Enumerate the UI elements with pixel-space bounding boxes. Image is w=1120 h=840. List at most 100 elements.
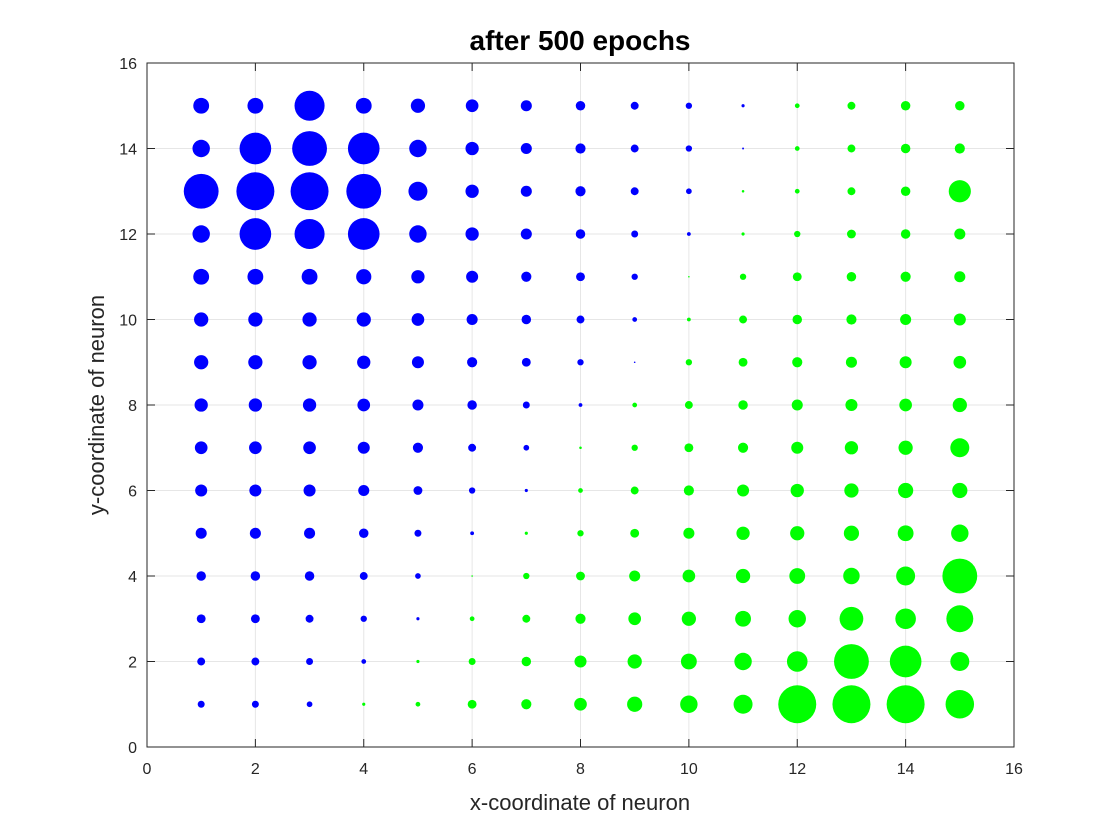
- neuron-point: [844, 441, 859, 455]
- neuron-point: [742, 147, 745, 150]
- neuron-point: [845, 356, 857, 368]
- neuron-point: [900, 186, 911, 196]
- neuron-point: [415, 573, 421, 579]
- neuron-point: [520, 100, 532, 112]
- neuron-point: [632, 317, 638, 322]
- neuron-point: [471, 575, 473, 577]
- x-tick-label: 4: [359, 761, 368, 778]
- neuron-point: [294, 90, 325, 121]
- neuron-point: [628, 612, 642, 626]
- neuron-point: [465, 141, 479, 156]
- neuron-point: [948, 180, 971, 203]
- neuron-point: [523, 444, 530, 451]
- neuron-point: [630, 486, 639, 495]
- neuron-point: [900, 271, 911, 282]
- neuron-point: [899, 398, 912, 412]
- neuron-point: [467, 357, 478, 368]
- neuron-point: [347, 218, 380, 250]
- neuron-point: [683, 485, 694, 496]
- neuron-point: [416, 617, 420, 621]
- data-points: [183, 90, 978, 724]
- y-tick-label: 12: [119, 227, 137, 244]
- x-tick-label: 8: [576, 761, 585, 778]
- neuron-point: [955, 101, 965, 111]
- x-tick-label: 10: [680, 761, 698, 778]
- neuron-point: [239, 218, 272, 250]
- neuron-point: [357, 398, 371, 412]
- neuron-point: [778, 685, 817, 724]
- neuron-point: [468, 487, 476, 494]
- y-axis-label: y-coordinate of neuron: [84, 295, 109, 515]
- neuron-point: [305, 614, 314, 623]
- neuron-point: [684, 443, 694, 453]
- neuron-point: [630, 187, 639, 196]
- neuron-point: [193, 97, 210, 114]
- neuron-point: [251, 657, 260, 666]
- y-tick-label: 16: [119, 56, 137, 73]
- neuron-point: [680, 653, 697, 670]
- neuron-point: [303, 484, 316, 497]
- x-tick-label: 0: [143, 761, 152, 778]
- neuron-point: [524, 488, 528, 493]
- neuron-point: [734, 652, 752, 671]
- neuron-point: [847, 144, 856, 153]
- neuron-point: [737, 442, 749, 453]
- neuron-point: [576, 315, 585, 324]
- neuron-point: [575, 613, 586, 624]
- neuron-point: [521, 656, 532, 667]
- neuron-point: [469, 616, 475, 622]
- neuron-point: [357, 355, 371, 369]
- neuron-point: [954, 271, 966, 283]
- neuron-point: [193, 268, 210, 285]
- neuron-point: [954, 143, 965, 154]
- neuron-point: [846, 272, 857, 282]
- y-tick-label: 10: [119, 313, 137, 330]
- neuron-point: [194, 355, 209, 370]
- neuron-point: [359, 528, 369, 538]
- neuron-point: [361, 659, 367, 664]
- neuron-point: [304, 527, 316, 539]
- neuron-point: [630, 528, 640, 538]
- neuron-point: [741, 232, 745, 236]
- neuron-point: [302, 355, 317, 370]
- neuron-point: [735, 568, 751, 584]
- neuron-point: [684, 401, 693, 409]
- neuron-point: [576, 272, 585, 282]
- neuron-point: [900, 101, 911, 111]
- x-tick-label: 2: [251, 761, 260, 778]
- neuron-point: [414, 529, 422, 537]
- neuron-point: [239, 132, 272, 165]
- neuron-point: [465, 184, 479, 198]
- neuron-point: [794, 188, 800, 194]
- neuron-point: [416, 659, 420, 664]
- neuron-point: [347, 132, 380, 165]
- neuron-point: [249, 484, 262, 497]
- neuron-point: [686, 232, 691, 236]
- neuron-point: [521, 271, 532, 282]
- neuron-point: [409, 139, 427, 158]
- neuron-point: [632, 402, 638, 408]
- neuron-point: [579, 446, 582, 450]
- neuron-point: [356, 312, 371, 327]
- neuron-point: [681, 611, 697, 626]
- neuron-point: [688, 275, 690, 278]
- neuron-point: [290, 172, 329, 211]
- neuron-point: [946, 605, 974, 633]
- neuron-point: [346, 173, 382, 209]
- neuron-point: [950, 652, 970, 671]
- neuron-point: [844, 483, 859, 498]
- neuron-point: [680, 695, 698, 713]
- neuron-point: [897, 525, 914, 542]
- neuron-point: [412, 442, 424, 453]
- neuron-point: [627, 654, 642, 669]
- neuron-point: [520, 142, 532, 155]
- neuron-point: [889, 645, 922, 678]
- neuron-point: [575, 186, 586, 197]
- neuron-point: [741, 189, 745, 193]
- neuron-point: [578, 488, 583, 493]
- neuron-point: [359, 572, 368, 580]
- neuron-point: [682, 569, 696, 583]
- neuron-point: [630, 144, 639, 153]
- neuron-point: [468, 443, 477, 452]
- neuron-point: [249, 441, 262, 455]
